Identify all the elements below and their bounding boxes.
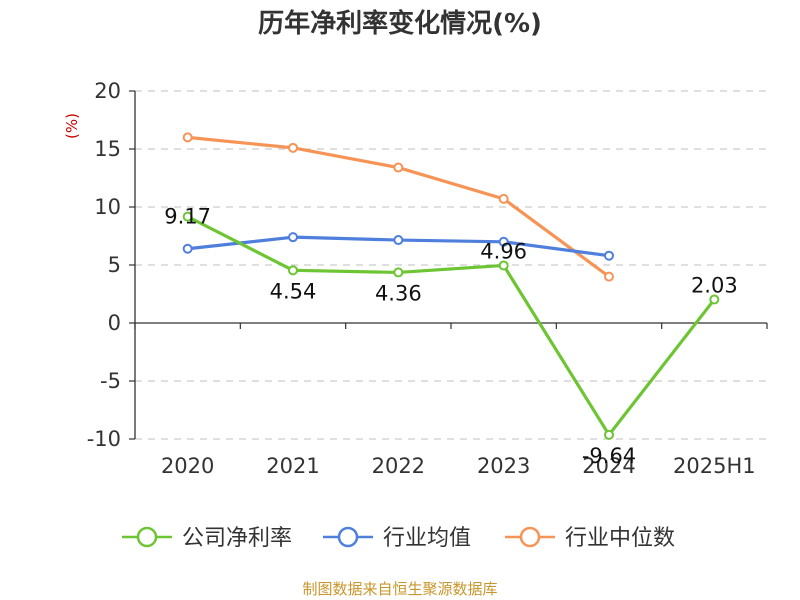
legend[interactable]: 公司净利率 行业均值 行业中位数 [122,526,675,551]
y-tick-label: -5 [100,369,121,393]
data-label: 4.96 [480,239,527,263]
legend-label: 行业均值 [383,526,471,551]
x-tick-label: 2025H1 [673,454,756,478]
data-point [182,211,193,222]
data-point [498,260,509,271]
x-tick-label: 2022 [372,454,425,478]
y-axis-unit: (%) [63,113,81,139]
data-point [709,294,720,305]
series-line-0 [186,215,716,437]
data-label: 9.17 [164,205,211,229]
x-tick-label: 2023 [477,454,530,478]
data-point [288,232,298,243]
y-tick-label: 20 [94,79,121,103]
y-tick-label: -10 [87,427,121,451]
data-point [498,236,509,247]
grid-lines [135,90,767,440]
data-label: 4.36 [375,281,422,305]
data-point [182,243,193,254]
x-tick-label: 2021 [266,454,319,478]
chart-title: 历年净利率变化情况(%) [258,8,542,39]
y-tick-label: 5 [108,253,121,277]
data-point [393,235,404,246]
series-lines [182,132,720,440]
data-point [288,265,298,276]
legend-marker [519,526,541,548]
legend-item-1[interactable]: 行业均值 [323,526,471,551]
y-tick-label: 0 [108,311,121,335]
x-tick-label: 2020 [161,454,214,478]
y-tick-label: 10 [94,195,121,219]
legend-label: 行业中位数 [565,526,675,551]
legend-marker [136,526,158,548]
data-point [604,429,614,440]
legend-item-2[interactable]: 行业中位数 [505,526,675,551]
data-point [393,162,404,173]
data-label: 2.03 [691,273,738,297]
data-point [498,193,509,204]
legend-item-0[interactable]: 公司净利率 [122,526,292,551]
footer-source: 制图数据来自恒生聚源数据库 [302,580,497,598]
data-labels: 9.17 4.54 4.36 4.96 -9.64 2.03 [164,205,737,468]
data-point [604,250,614,261]
x-tick-label: 2024 [582,454,635,478]
y-tick-label: 15 [94,137,121,161]
data-label: 4.54 [270,279,317,303]
data-point [182,132,193,143]
data-point [288,142,298,153]
data-label: -9.64 [582,444,636,468]
legend-label: 公司净利率 [182,526,292,551]
data-point [604,271,614,282]
data-point [393,267,404,278]
legend-marker [337,526,359,548]
